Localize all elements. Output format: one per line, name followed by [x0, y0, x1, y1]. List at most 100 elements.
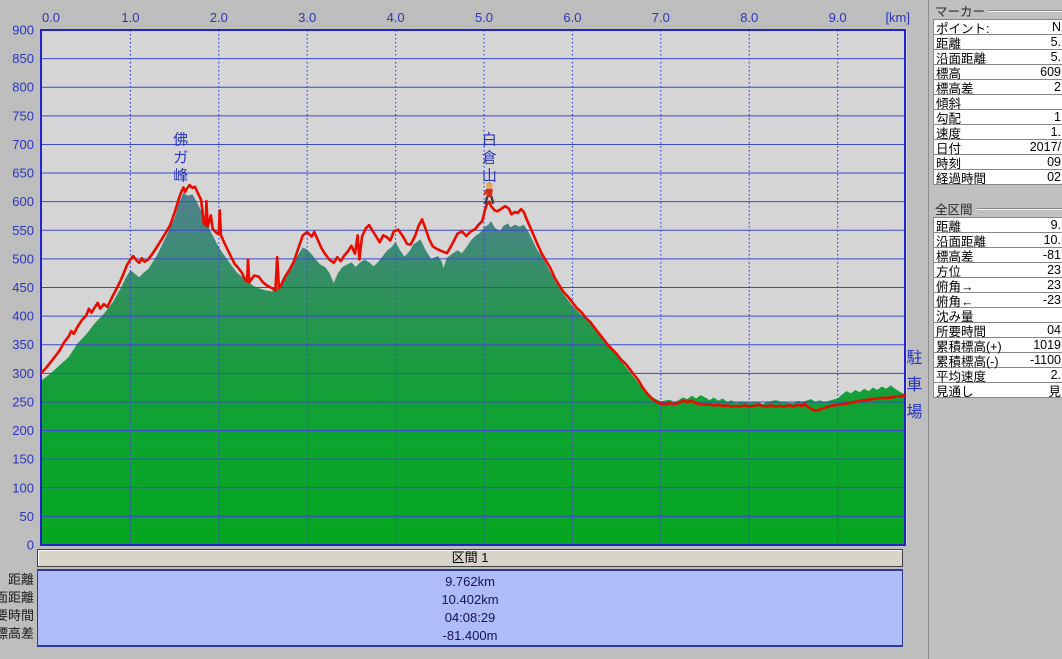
svg-text:峰: 峰: [173, 168, 188, 185]
elevation-chart-region: 0.0 1.0 2.0 3.0 4.0 5.0 6.0 7.0 8.0 9.0 [km] 0 50 100…: [0, 0, 929, 659]
svg-text:750: 750: [12, 108, 34, 123]
marker-row: 速度 1.: [934, 125, 1062, 141]
row-value: 09: [1047, 155, 1061, 169]
total-row: 累積標高(+) 1019: [934, 338, 1062, 354]
row-value: 1019: [1033, 338, 1061, 352]
svg-text:550: 550: [12, 223, 34, 238]
section-stats-labels: 距離沿面距離所要時間標高差: [0, 571, 34, 643]
svg-text:0: 0: [27, 538, 34, 553]
svg-text:9.0: 9.0: [829, 10, 847, 25]
row-label: 日付: [936, 141, 962, 156]
row-label: 累積標高(-): [936, 354, 999, 369]
svg-text:850: 850: [12, 51, 34, 66]
svg-text:250: 250: [12, 394, 34, 409]
marker-row: 日付 2017/: [934, 140, 1062, 156]
peak-label-2: 駐車場: [907, 349, 923, 421]
svg-text:ガ: ガ: [173, 150, 188, 167]
row-label: 沿面距離: [936, 51, 987, 66]
marker-row: 標高 609: [934, 65, 1062, 81]
row-label: 所要時間: [936, 324, 987, 339]
svg-text:600: 600: [12, 194, 34, 209]
gps-track-line: [40, 183, 907, 412]
marker-row: 傾斜: [934, 95, 1062, 111]
svg-text:駐: 駐: [907, 349, 923, 367]
marker-row: ポイント: N: [934, 20, 1062, 36]
peak-label-1: 白倉山: [482, 132, 497, 185]
elevation-profile-chart[interactable]: 0.0 1.0 2.0 3.0 4.0 5.0 6.0 7.0 8.0 9.0 [km] 0 50 100…: [0, 0, 929, 659]
row-value: 609: [1040, 65, 1061, 79]
row-value: -81: [1042, 248, 1061, 262]
row-value: 5.: [1050, 35, 1061, 49]
row-value: -23: [1042, 293, 1061, 307]
row-value: 02: [1047, 170, 1061, 184]
row-label: 距離: [936, 219, 962, 234]
row-value: 2.: [1050, 368, 1061, 382]
marker-row: 時刻 09: [934, 155, 1062, 171]
svg-text:150: 150: [12, 452, 34, 467]
svg-text:倉: 倉: [482, 150, 497, 167]
section-stat-label: 標高差: [0, 626, 34, 641]
total-row: 俯角→ 23: [934, 278, 1062, 294]
row-label: 平均速度: [936, 369, 987, 384]
svg-text:200: 200: [12, 423, 34, 438]
row-label: ポイント:: [936, 21, 990, 36]
total-row: 沈み量: [934, 308, 1062, 324]
section-stat-label: 所要時間: [0, 608, 34, 623]
svg-text:佛: 佛: [173, 132, 188, 149]
terrain-area: [42, 192, 905, 545]
plot-border: [40, 29, 906, 546]
svg-text:1.0: 1.0: [121, 10, 139, 25]
row-label: 方位: [936, 264, 962, 279]
row-label: 経過時間: [936, 171, 987, 186]
row-label: 累積標高(+): [936, 339, 1002, 354]
svg-text:8.0: 8.0: [740, 10, 758, 25]
title-groove-line: [989, 9, 1062, 12]
marker-row: 経過時間 02: [934, 170, 1062, 186]
svg-text:5.0: 5.0: [475, 10, 493, 25]
row-value: 5.: [1050, 50, 1061, 64]
marker-row: 沿面距離 5.: [934, 50, 1062, 66]
total-row: 見通し 見: [934, 383, 1062, 399]
total-row: 方位 23: [934, 263, 1062, 279]
info-panel: マーカー ポイント: N 距離 5. 沿面距離 5. 標高 609 標高差 2 傾斜 勾配 1 速度 1. 日…: [931, 0, 1062, 659]
marker-table: ポイント: N 距離 5. 沿面距離 5. 標高 609 標高差 2 傾斜 勾配 1 速度 1. 日付 2017…: [933, 19, 1062, 186]
row-value: 10.: [1043, 233, 1061, 247]
row-label: 沿面距離: [936, 234, 987, 249]
svg-text:350: 350: [12, 337, 34, 352]
row-value: 2: [1054, 80, 1061, 94]
row-label: 標高差: [936, 249, 974, 264]
svg-text:650: 650: [12, 166, 34, 181]
svg-text:場: 場: [907, 403, 923, 421]
row-value: 2017/: [1029, 140, 1061, 154]
svg-text:3.0: 3.0: [298, 10, 316, 25]
svg-text:300: 300: [12, 366, 34, 381]
svg-text:6.0: 6.0: [563, 10, 581, 25]
total-row: 俯角← -23: [934, 293, 1062, 309]
row-value: 9.: [1050, 218, 1061, 232]
svg-text:400: 400: [12, 309, 34, 324]
row-value: 1.: [1050, 125, 1061, 139]
total-row: 平均速度 2.: [934, 368, 1062, 384]
svg-text:2.0: 2.0: [210, 10, 228, 25]
row-value: 23: [1047, 278, 1061, 292]
total-row: 累積標高(-) -1100: [934, 353, 1062, 369]
title-groove-line: [976, 207, 1062, 210]
section-stat-value: 04:08:29: [444, 610, 496, 625]
svg-text:50: 50: [20, 509, 34, 524]
total-panel-title-label: 全区間: [935, 203, 973, 217]
peak-label-0: 佛ガ峰: [173, 132, 188, 185]
section-stats-box: 9.762km 10.402km 04:08:29 -81.400m: [37, 569, 903, 647]
total-panel-title: 全区間: [931, 198, 1062, 217]
section-header-bar[interactable]: 区間 1: [37, 549, 903, 567]
row-value: 1: [1054, 110, 1061, 124]
row-value: 04: [1047, 323, 1061, 337]
svg-text:700: 700: [12, 137, 34, 152]
section-stat-value: 10.402km: [441, 592, 499, 607]
marker-row: 勾配 1: [934, 110, 1062, 126]
total-row: 所要時間 04: [934, 323, 1062, 339]
row-label: 俯角→: [936, 279, 974, 294]
row-label: 沈み量: [936, 309, 974, 324]
section-stat-value: 9.762km: [445, 574, 495, 589]
row-value: 見: [1048, 384, 1061, 399]
